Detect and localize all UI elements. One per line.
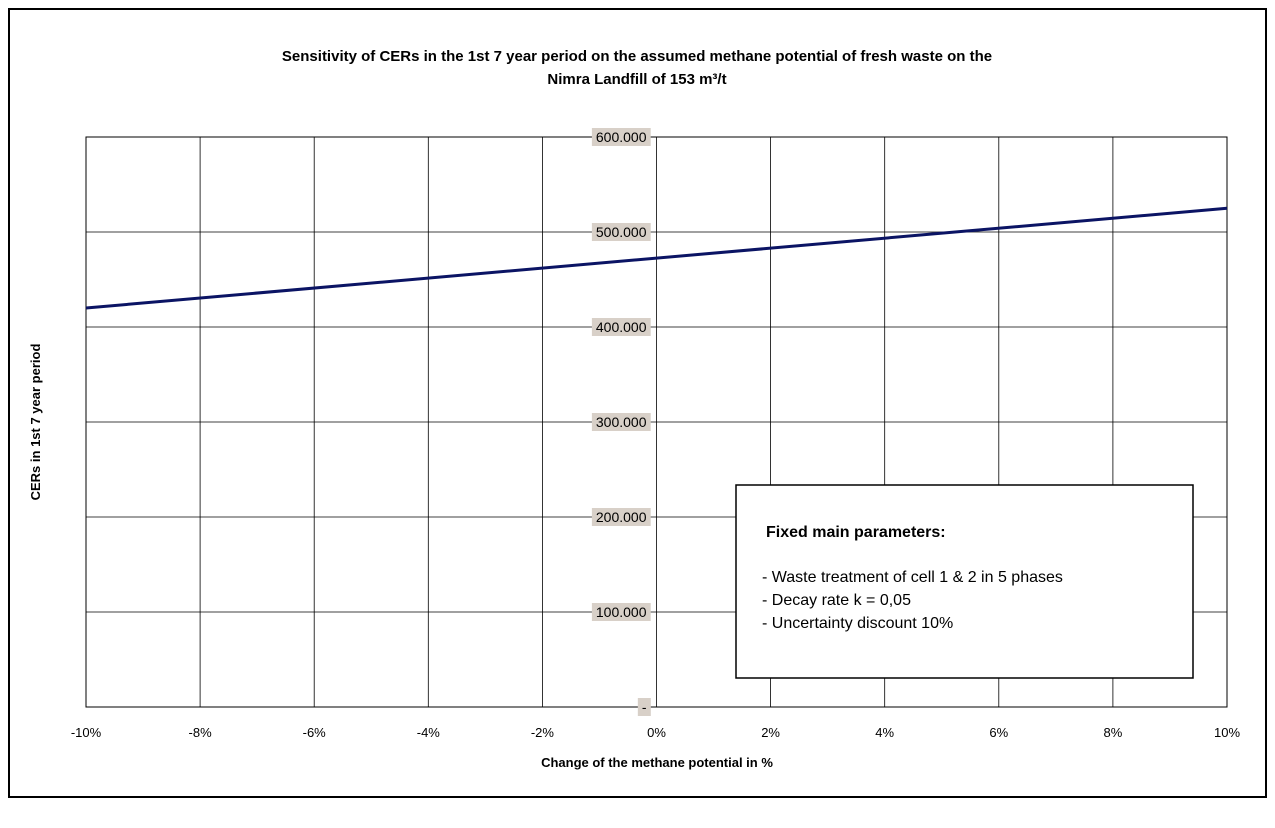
parameters-box-frame bbox=[735, 484, 1194, 679]
parameters-box-title: Fixed main parameters: bbox=[766, 524, 946, 541]
x-tick-label: 10% bbox=[1214, 725, 1240, 740]
y-tick: 400.000 bbox=[591, 318, 651, 336]
x-tick-label: 8% bbox=[1104, 725, 1123, 740]
y-tick: 300.000 bbox=[591, 413, 651, 431]
y-tick-label-bg bbox=[591, 128, 651, 146]
x-tick-label: 2% bbox=[761, 725, 780, 740]
chart-title: Sensitivity of CERs in the 1st 7 year pe… bbox=[282, 48, 992, 65]
x-tick-label: -10% bbox=[71, 725, 102, 740]
y-tick: 500.000 bbox=[591, 223, 651, 241]
y-tick: 100.000 bbox=[591, 603, 651, 621]
chart-subtitle: Nimra Landfill of 153 m³/t bbox=[547, 71, 726, 88]
parameters-box-item: - Decay rate k = 0,05 bbox=[762, 592, 911, 609]
y-tick-label-bg bbox=[591, 318, 651, 336]
y-tick-label-bg bbox=[591, 223, 651, 241]
y-tick-layer: - 100.000 200.000 300.000 400.000 500.000 600.… bbox=[591, 128, 651, 716]
y-axis-title: CERs in 1st 7 year period bbox=[28, 344, 43, 501]
y-tick-label: 400.000 bbox=[596, 319, 647, 335]
x-tick-label: 0% bbox=[647, 725, 666, 740]
y-tick-label: 600.000 bbox=[596, 129, 647, 145]
chart-frame: Sensitivity of CERs in the 1st 7 year pe… bbox=[8, 8, 1267, 798]
x-tick-label: 4% bbox=[875, 725, 894, 740]
y-tick-label-bg bbox=[591, 508, 651, 526]
y-tick-label-bg bbox=[637, 698, 651, 716]
x-tick-label: -4% bbox=[417, 725, 441, 740]
y-tick-label: 200.000 bbox=[596, 509, 647, 525]
y-tick: - bbox=[637, 698, 651, 716]
y-tick: 600.000 bbox=[591, 128, 651, 146]
x-tick-layer: -10% -8% -6% -4% -2% 0% 2% 4% 6% 8% 10% bbox=[71, 725, 1241, 740]
series-layer bbox=[85, 206, 1228, 310]
x-tick-label: -2% bbox=[531, 725, 555, 740]
y-tick: 200.000 bbox=[591, 508, 651, 526]
parameters-box-item: - Waste treatment of cell 1 & 2 in 5 pha… bbox=[762, 569, 1063, 586]
series-line bbox=[85, 206, 1228, 310]
y-tick-label: 100.000 bbox=[596, 604, 647, 620]
chart-svg: Sensitivity of CERs in the 1st 7 year pe… bbox=[28, 48, 1241, 770]
x-tick-label: 6% bbox=[989, 725, 1008, 740]
parameters-box: Fixed main parameters: - Waste treatment… bbox=[735, 484, 1194, 679]
y-tick-label-bg bbox=[591, 413, 651, 431]
y-tick-label-bg bbox=[591, 603, 651, 621]
x-tick-label: -6% bbox=[303, 725, 327, 740]
parameters-box-item: - Uncertainty discount 10% bbox=[762, 615, 953, 632]
x-axis-title: Change of the methane potential in % bbox=[541, 755, 773, 770]
y-tick-label: - bbox=[642, 699, 647, 715]
x-tick-label: -8% bbox=[189, 725, 213, 740]
y-tick-label: 300.000 bbox=[596, 414, 647, 430]
y-tick-label: 500.000 bbox=[596, 224, 647, 240]
